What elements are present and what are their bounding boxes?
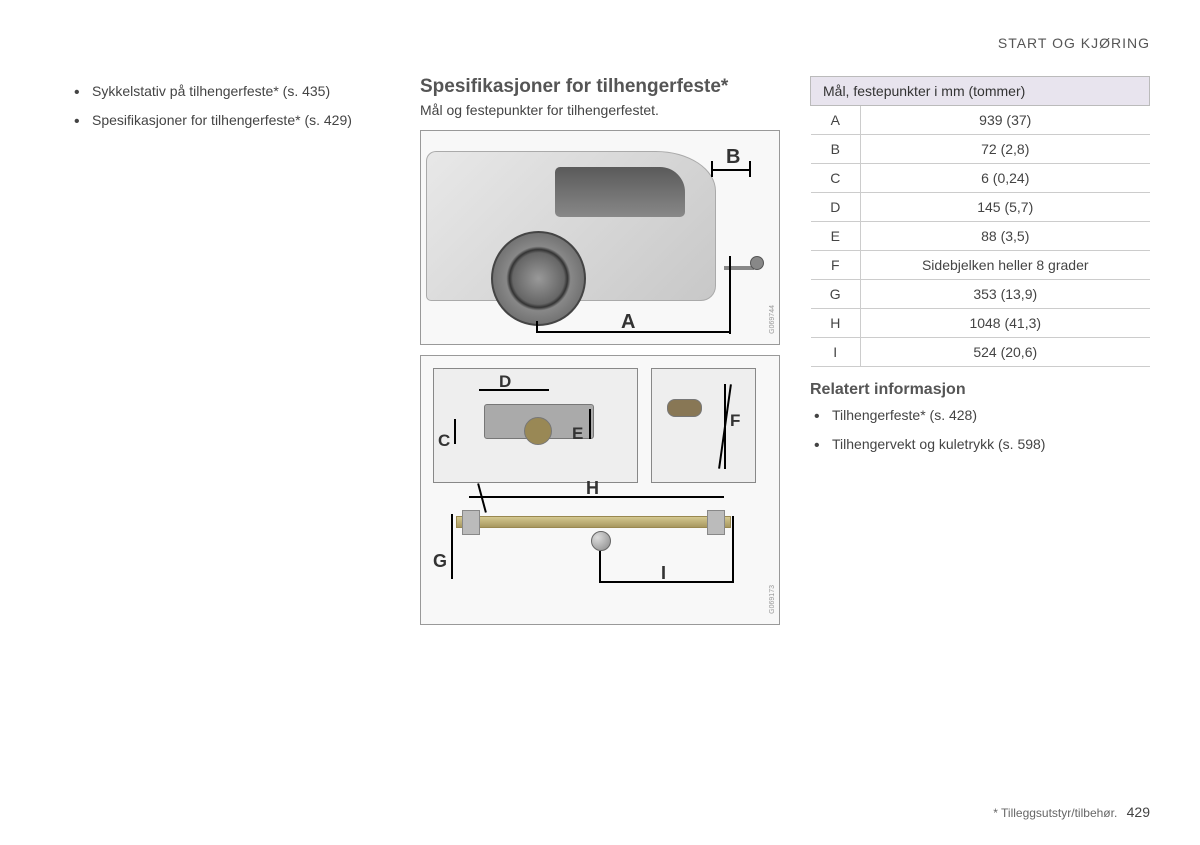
dimension-line-c <box>454 419 456 444</box>
column-2: Spesifikasjoner for tilhengerfeste* Mål … <box>420 76 780 635</box>
table-row: B72 (2,8) <box>811 135 1150 164</box>
table-row: I524 (20,6) <box>811 338 1150 367</box>
image-code: G069744 <box>769 305 776 334</box>
cell-key: A <box>811 106 861 135</box>
car-window <box>555 167 685 217</box>
dimension-label-b: B <box>726 146 740 169</box>
table-row: A939 (37) <box>811 106 1150 135</box>
cell-val: 72 (2,8) <box>861 135 1150 164</box>
callout-line <box>477 483 487 512</box>
dimension-tick <box>729 256 731 334</box>
cell-val: 524 (20,6) <box>861 338 1150 367</box>
column-1: Sykkelstativ på tilhengerfeste* (s. 435)… <box>70 76 390 635</box>
table-row: H1048 (41,3) <box>811 309 1150 338</box>
cell-key: H <box>811 309 861 338</box>
related-info-list: Tilhengerfeste* (s. 428) Tilhengervekt o… <box>810 405 1150 455</box>
section-title: Spesifikasjoner for tilhengerfeste* <box>420 76 780 98</box>
column-3: Mål, festepunkter i mm (tommer) A939 (37… <box>810 76 1150 635</box>
dimension-label-d: D <box>499 372 511 392</box>
dimension-label-g: G <box>433 551 447 572</box>
crossbar-mount-left <box>462 510 480 535</box>
diagram-mounting-bracket: D C E F H <box>420 355 780 625</box>
cell-val: 145 (5,7) <box>861 193 1150 222</box>
list-item: Tilhengerfeste* (s. 428) <box>810 405 1150 426</box>
cell-val: 88 (3,5) <box>861 222 1150 251</box>
dimension-label-e: E <box>572 424 583 444</box>
vertical-ref-line <box>724 384 726 469</box>
dimension-line-i <box>599 581 734 583</box>
related-info-title: Relatert informasjon <box>810 381 1150 399</box>
list-item: Spesifikasjoner for tilhengerfeste* (s. … <box>70 110 390 131</box>
table-row: C6 (0,24) <box>811 164 1150 193</box>
section-subtitle: Mål og festepunkter for tilhengerfestet. <box>420 102 780 118</box>
crossbar-ball <box>591 531 611 551</box>
detail-box-left: D C E <box>433 368 638 483</box>
table-header: Mål, festepunkter i mm (tommer) <box>811 77 1150 106</box>
cell-val: 6 (0,24) <box>861 164 1150 193</box>
crossbar <box>456 516 731 528</box>
cell-key: I <box>811 338 861 367</box>
dimension-tick <box>711 161 713 177</box>
car-wheel <box>491 231 586 326</box>
image-code: G069173 <box>769 585 776 614</box>
table-row: G353 (13,9) <box>811 280 1150 309</box>
dimension-label-h: H <box>586 478 599 499</box>
specification-table: Mål, festepunkter i mm (tommer) A939 (37… <box>810 76 1150 367</box>
dimension-label-a: A <box>621 311 635 334</box>
content-columns: Sykkelstativ på tilhengerfeste* (s. 435)… <box>70 76 1150 635</box>
dimension-line-d <box>479 389 549 391</box>
table-row: FSidebjelken heller 8 grader <box>811 251 1150 280</box>
dimension-line-e <box>589 409 591 439</box>
cell-key: E <box>811 222 861 251</box>
page-number: 429 <box>1127 804 1150 820</box>
cell-val: 939 (37) <box>861 106 1150 135</box>
diagram-car-hitch: A B G069744 <box>420 130 780 345</box>
cell-val: 353 (13,9) <box>861 280 1150 309</box>
cell-key: C <box>811 164 861 193</box>
cell-key: B <box>811 135 861 164</box>
dimension-tick <box>749 161 751 177</box>
list-item: Sykkelstativ på tilhengerfeste* (s. 435) <box>70 81 390 102</box>
dimension-tick <box>599 551 601 583</box>
bracket-piece <box>667 399 702 417</box>
table-row: D145 (5,7) <box>811 193 1150 222</box>
dimension-tick <box>536 321 538 333</box>
dimension-label-f: F <box>730 411 740 431</box>
dimension-tick <box>732 516 734 583</box>
dimension-label-i: I <box>661 563 666 584</box>
cell-key: F <box>811 251 861 280</box>
footnote: * Tilleggsutstyr/tilbehør. <box>993 806 1117 820</box>
hitch-ball <box>750 256 764 270</box>
page-footer: * Tilleggsutstyr/tilbehør. 429 <box>993 804 1150 820</box>
cell-key: D <box>811 193 861 222</box>
cell-key: G <box>811 280 861 309</box>
cell-val: 1048 (41,3) <box>861 309 1150 338</box>
cell-val: Sidebjelken heller 8 grader <box>861 251 1150 280</box>
dimension-label-c: C <box>438 431 450 451</box>
cross-ref-list: Sykkelstativ på tilhengerfeste* (s. 435)… <box>70 81 390 131</box>
page-section-header: START OG KJØRING <box>70 35 1150 51</box>
bracket-hub <box>524 417 552 445</box>
detail-box-right: F <box>651 368 756 483</box>
table-row: E88 (3,5) <box>811 222 1150 251</box>
list-item: Tilhengervekt og kuletrykk (s. 598) <box>810 434 1150 455</box>
crossbar-mount-right <box>707 510 725 535</box>
dimension-line-b <box>711 169 751 171</box>
dimension-line-g <box>451 514 453 579</box>
